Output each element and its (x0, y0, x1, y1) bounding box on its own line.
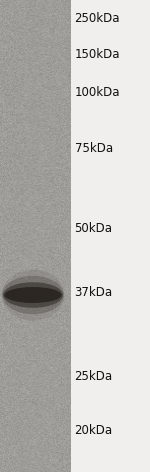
Text: 150kDa: 150kDa (75, 49, 120, 61)
Text: 50kDa: 50kDa (75, 221, 112, 235)
Ellipse shape (4, 287, 62, 303)
Text: 75kDa: 75kDa (75, 142, 113, 154)
Text: 37kDa: 37kDa (75, 286, 113, 298)
Bar (0, 0, 70, 472)
Text: 250kDa: 250kDa (75, 11, 120, 25)
Ellipse shape (2, 270, 64, 320)
Ellipse shape (2, 276, 64, 314)
Text: 25kDa: 25kDa (75, 370, 113, 382)
Text: 100kDa: 100kDa (75, 85, 120, 99)
Ellipse shape (3, 282, 63, 308)
Text: 20kDa: 20kDa (75, 423, 113, 437)
